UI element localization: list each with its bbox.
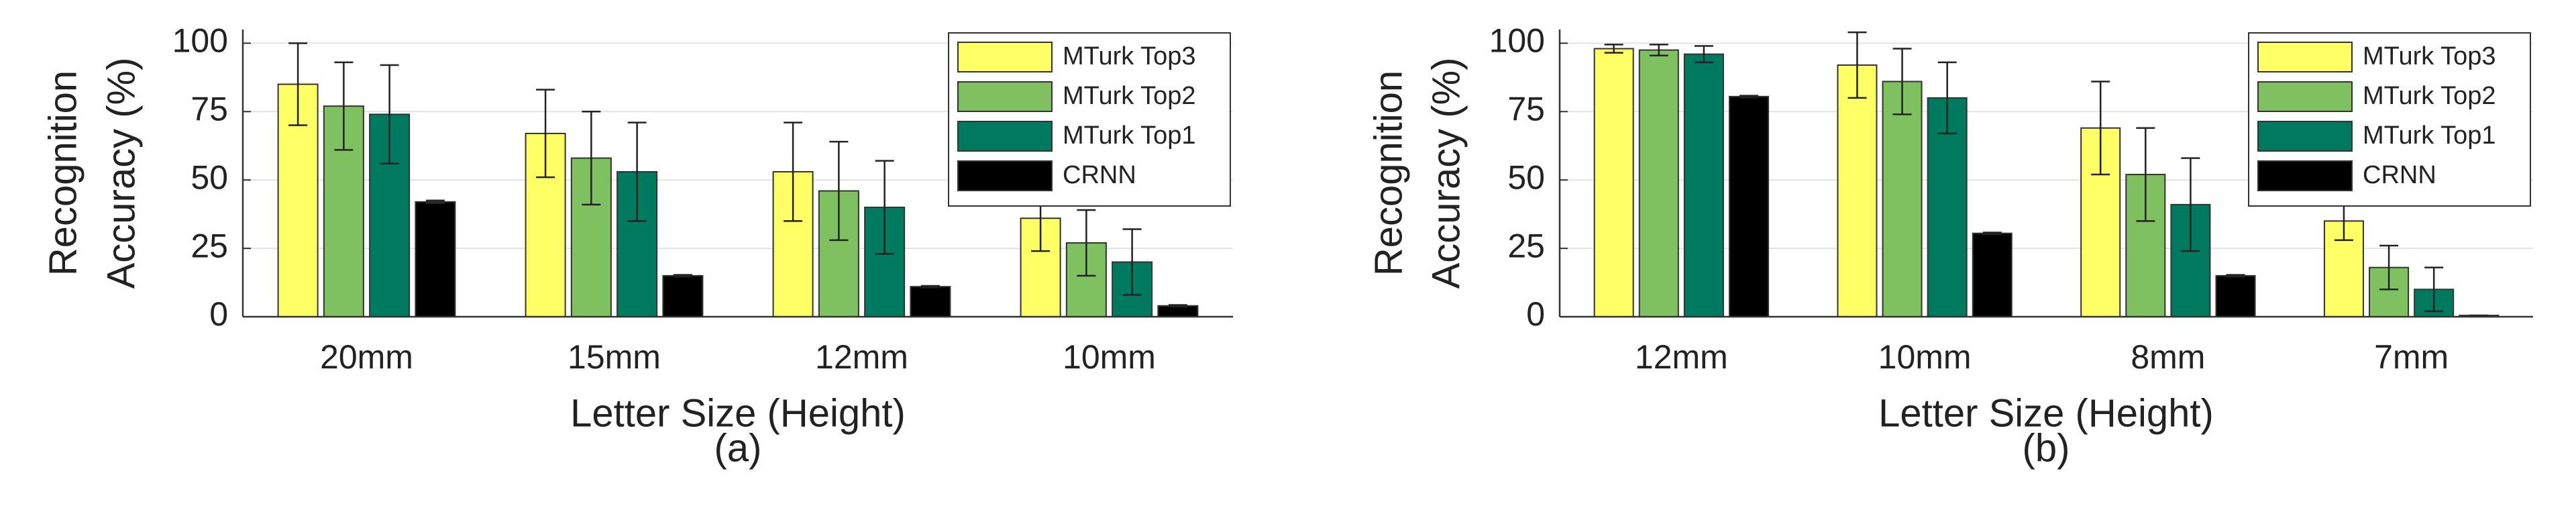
legend-swatch: [2257, 81, 2353, 112]
y-tick-label: 100: [172, 22, 228, 60]
x-tick-label: 20mm: [320, 338, 413, 376]
x-tick-label: 7mm: [2374, 338, 2449, 376]
error-bar: [1604, 44, 1623, 54]
error-bar: [1739, 95, 1759, 99]
x-axis-title: Letter Size (Height): [1878, 391, 2214, 435]
error-bar: [2136, 127, 2155, 222]
y-tick-label: 25: [1507, 227, 1545, 264]
y-tick-label: 50: [191, 158, 228, 196]
bar: [1683, 53, 1724, 318]
error-bar: [1982, 232, 2002, 236]
legend-label: MTurk Top3: [1063, 42, 1196, 70]
x-axis-title: Letter Size (Height): [570, 391, 906, 435]
x-tick-label: 12mm: [815, 338, 908, 376]
y-tick-label: 0: [1526, 295, 1545, 333]
error-bar: [582, 111, 601, 206]
bar: [2215, 274, 2256, 318]
error-bar: [875, 160, 894, 255]
legend-swatch: [957, 81, 1053, 112]
error-bar: [288, 42, 308, 126]
y-tick-label: 100: [1489, 22, 1545, 60]
legend-swatch: [957, 121, 1053, 152]
error-bar: [1168, 304, 1187, 308]
y-tick-label: 25: [191, 227, 228, 264]
y-axis-title: Recognition: [41, 70, 85, 276]
y-tick-label: 0: [209, 295, 228, 333]
bar: [910, 286, 951, 317]
error-bar: [2424, 266, 2444, 313]
error-bar: [2091, 81, 2110, 176]
error-bar: [1892, 48, 1912, 115]
legend-swatch: [2257, 42, 2353, 72]
error-bar: [2181, 157, 2200, 252]
y-axis-title: Recognition: [1366, 70, 1410, 276]
error-bar: [673, 274, 692, 278]
error-bar: [829, 140, 849, 242]
error-bar: [2379, 244, 2399, 291]
legend-label: MTurk Top1: [1063, 121, 1196, 150]
x-tick-label: 10mm: [1063, 338, 1156, 376]
legend-label: CRNN: [1063, 161, 1136, 189]
bar: [1638, 49, 1679, 317]
y-tick-label: 50: [1507, 158, 1545, 196]
error-bar: [784, 121, 803, 222]
caption: (a): [714, 426, 762, 470]
legend-label: MTurk Top1: [2363, 121, 2496, 150]
error-bar: [1937, 61, 1957, 135]
error-bar: [1122, 228, 1142, 296]
x-tick-label: 10mm: [1878, 338, 1972, 376]
bar: [415, 201, 456, 317]
legend-swatch: [957, 160, 1053, 191]
legend-label: CRNN: [2363, 161, 2436, 189]
error-bar: [627, 121, 647, 222]
legend-label: MTurk Top2: [1063, 82, 1196, 110]
error-bar: [536, 89, 555, 179]
legend-label: MTurk Top2: [2363, 82, 2496, 110]
y-tick-label: 75: [191, 90, 228, 128]
error-bar: [334, 61, 354, 151]
x-tick-label: 8mm: [2131, 338, 2205, 376]
error-bar: [1847, 31, 1867, 99]
legend-label: MTurk Top3: [2363, 42, 2496, 70]
caption: (b): [2023, 426, 2070, 470]
error-bar: [1077, 209, 1096, 277]
error-bar: [1649, 44, 1668, 56]
bar: [1972, 232, 2012, 317]
error-bar: [1694, 45, 1713, 64]
error-bar: [2226, 274, 2245, 278]
bar: [1837, 64, 1878, 317]
bar: [1729, 95, 1770, 317]
y-axis-title: Accuracy (%): [99, 58, 143, 289]
error-bar: [920, 285, 940, 289]
bar: [1882, 81, 1923, 317]
y-axis-title: Accuracy (%): [1424, 58, 1468, 289]
bar: [1593, 48, 1634, 318]
error-bar: [380, 64, 399, 164]
y-tick-label: 75: [1507, 90, 1545, 128]
legend-swatch: [2257, 121, 2353, 152]
error-bar: [425, 199, 445, 205]
x-tick-label: 15mm: [568, 338, 661, 376]
legend-swatch: [2257, 160, 2353, 191]
bar: [662, 274, 704, 318]
x-tick-label: 12mm: [1635, 338, 1728, 376]
legend-swatch: [957, 42, 1053, 72]
